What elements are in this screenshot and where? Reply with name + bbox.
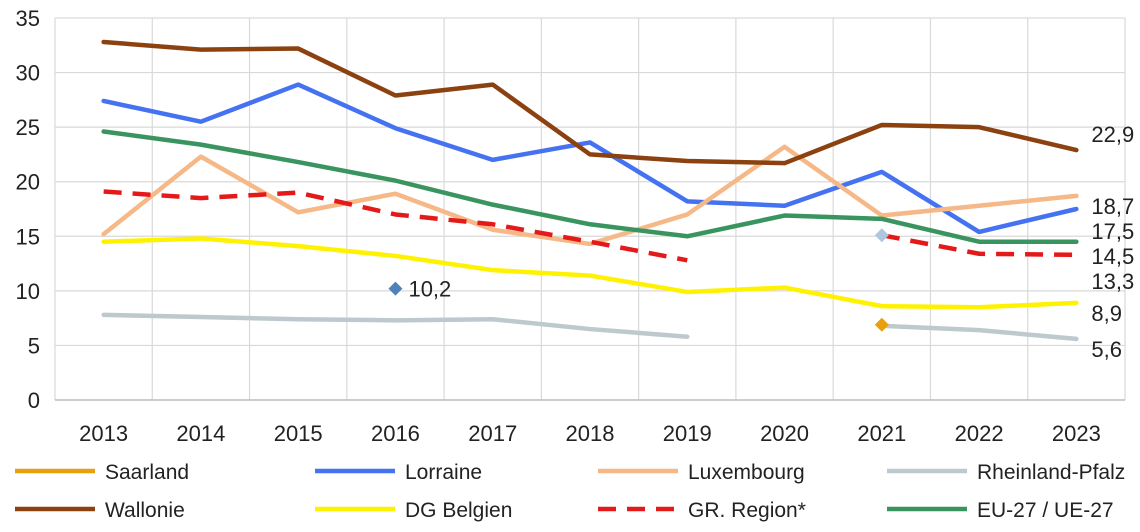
legend-label: EU-27 / UE-27: [977, 499, 1114, 522]
legend-label: Luxembourg: [688, 461, 805, 484]
end-label: 22,9: [1091, 122, 1134, 147]
x-tick-label: 2016: [371, 421, 420, 446]
series-point-saarland: [874, 317, 889, 332]
x-tick-label: 2013: [79, 421, 128, 446]
marker-point: [874, 228, 889, 243]
y-tick-label: 10: [16, 279, 40, 304]
x-tick-label: 2017: [468, 421, 517, 446]
x-tick-label: 2022: [955, 421, 1004, 446]
data-labels: 10,2 22,9 18,717,514,513,3 8,9 5,6: [408, 122, 1134, 362]
series-line-eu-27-ue-27: [101, 129, 1079, 244]
x-tick-label: 2021: [857, 421, 906, 446]
y-tick-label: 25: [16, 115, 40, 140]
legend-label: Saarland: [105, 461, 189, 484]
x-tick-label: 2023: [1052, 421, 1101, 446]
y-tick-label: 30: [16, 61, 40, 86]
end-label: 14,5: [1091, 244, 1134, 269]
series-line-lorraine: [101, 82, 1079, 235]
legend-label: Lorraine: [405, 461, 482, 484]
marker-point: [388, 281, 403, 296]
y-tick-label: 20: [16, 170, 40, 195]
y-tick-label: 0: [28, 388, 40, 413]
end-label: 8,9: [1091, 301, 1122, 326]
x-tick-label: 2015: [274, 421, 323, 446]
y-tick-label: 5: [28, 333, 40, 358]
end-label: 17,5: [1091, 219, 1134, 244]
x-tick-label: 2020: [760, 421, 809, 446]
y-tick-label: 15: [16, 224, 40, 249]
series-points: [388, 228, 889, 332]
legend-label: GR. Region*: [688, 499, 806, 522]
series-line-wallonie: [101, 39, 1079, 166]
data-label: 10,2: [408, 277, 451, 302]
axes: 0 5 10 15 20 25 30 35 2013 2014 2015 2016 2017 2018 20…: [16, 6, 1125, 446]
series-line-rheinland-pfalz: [101, 312, 690, 339]
series-line-rheinland-pfalz: [879, 323, 1079, 342]
y-tick-label: 35: [16, 6, 40, 31]
end-label: 18,7: [1091, 194, 1134, 219]
legend-label: DG Belgien: [405, 499, 512, 522]
series-line-gr-region-: [881, 232, 1077, 258]
legend-label: Rheinland-Pfalz: [977, 461, 1125, 484]
end-label: 5,6: [1091, 337, 1122, 362]
series-line-dg-belgien: [101, 236, 1079, 310]
legend: Saarland Lorraine Luxembourg Rheinland-Pfal…: [15, 461, 1125, 522]
end-label: 13,3: [1091, 269, 1134, 294]
series-lines: [101, 39, 1079, 342]
x-tick-label: 2014: [176, 421, 225, 446]
x-tick-label: 2018: [566, 421, 615, 446]
series-line-gr-region-: [103, 189, 688, 263]
x-tick-label: 2019: [663, 421, 712, 446]
legend-label: Wallonie: [105, 499, 185, 522]
